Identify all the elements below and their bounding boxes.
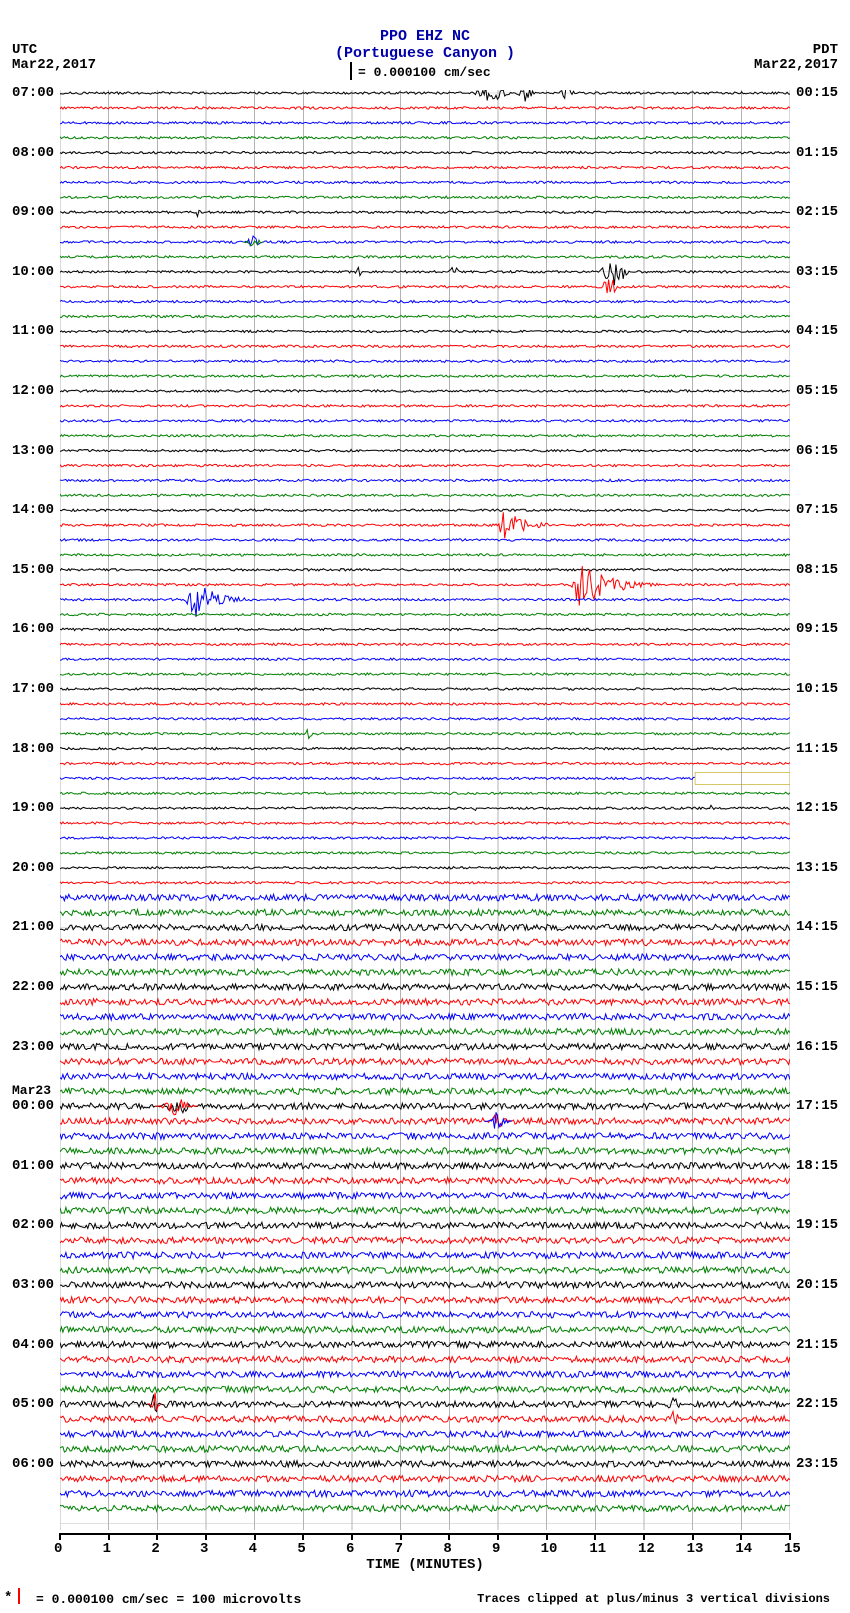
time-label: 20:00 bbox=[12, 860, 54, 876]
left-date: Mar22,2017 bbox=[12, 57, 96, 73]
time-label: 07:00 bbox=[12, 85, 54, 101]
time-label: 19:15 bbox=[796, 1217, 838, 1233]
time-label: 17:00 bbox=[12, 681, 54, 697]
x-tick-label: 13 bbox=[687, 1541, 704, 1557]
time-label: 21:15 bbox=[796, 1337, 838, 1353]
x-tick-label: 15 bbox=[784, 1541, 801, 1557]
time-label: 00:00 bbox=[12, 1098, 54, 1114]
time-label: 16:00 bbox=[12, 621, 54, 637]
time-label: 09:15 bbox=[796, 621, 838, 637]
left-tz: UTC bbox=[12, 42, 37, 58]
x-tick-label: 8 bbox=[443, 1541, 451, 1557]
x-axis-label: TIME (MINUTES) bbox=[366, 1557, 484, 1573]
x-tick-label: 12 bbox=[638, 1541, 655, 1557]
time-label: 23:15 bbox=[796, 1456, 838, 1472]
time-label: 22:15 bbox=[796, 1396, 838, 1412]
time-label: 11:00 bbox=[12, 323, 54, 339]
time-label: 06:15 bbox=[796, 443, 838, 459]
time-label: 01:00 bbox=[12, 1158, 54, 1174]
time-label: Mar23 bbox=[12, 1083, 51, 1098]
time-label: 17:15 bbox=[796, 1098, 838, 1114]
time-label: 03:15 bbox=[796, 264, 838, 280]
time-label: 06:00 bbox=[12, 1456, 54, 1472]
footer-scale-bar-icon bbox=[18, 1588, 20, 1604]
scale-bar-icon bbox=[350, 62, 352, 80]
x-tick-label: 6 bbox=[346, 1541, 354, 1557]
time-label: 08:00 bbox=[12, 145, 54, 161]
time-label: 16:15 bbox=[796, 1039, 838, 1055]
time-label: 09:00 bbox=[12, 204, 54, 220]
time-label: 13:15 bbox=[796, 860, 838, 876]
time-label: 08:15 bbox=[796, 562, 838, 578]
time-label: 10:15 bbox=[796, 681, 838, 697]
time-label: 12:00 bbox=[12, 383, 54, 399]
station-code: PPO EHZ NC bbox=[380, 28, 470, 45]
time-label: 12:15 bbox=[796, 800, 838, 816]
time-label: 20:15 bbox=[796, 1277, 838, 1293]
time-label: 01:15 bbox=[796, 145, 838, 161]
time-label: 15:15 bbox=[796, 979, 838, 995]
right-tz: PDT bbox=[813, 42, 838, 58]
x-tick-label: 0 bbox=[54, 1541, 62, 1557]
right-date: Mar22,2017 bbox=[754, 57, 838, 73]
time-label: 15:00 bbox=[12, 562, 54, 578]
time-label: 14:15 bbox=[796, 919, 838, 935]
x-tick-label: 1 bbox=[103, 1541, 111, 1557]
time-label: 19:00 bbox=[12, 800, 54, 816]
time-label: 02:00 bbox=[12, 1217, 54, 1233]
scale-text: = 0.000100 cm/sec bbox=[358, 65, 491, 80]
footer-scale-star: * bbox=[4, 1590, 12, 1606]
x-tick-label: 7 bbox=[395, 1541, 403, 1557]
x-tick-label: 11 bbox=[589, 1541, 606, 1557]
time-label: 13:00 bbox=[12, 443, 54, 459]
x-tick-label: 9 bbox=[492, 1541, 500, 1557]
x-tick-label: 14 bbox=[735, 1541, 752, 1557]
time-label: 22:00 bbox=[12, 979, 54, 995]
x-axis-line bbox=[60, 1533, 790, 1535]
x-tick-label: 3 bbox=[200, 1541, 208, 1557]
time-label: 04:15 bbox=[796, 323, 838, 339]
seismogram-page: PPO EHZ NC (Portuguese Canyon ) UTC Mar2… bbox=[0, 0, 850, 1613]
time-label: 21:00 bbox=[12, 919, 54, 935]
footer-scale: = 0.000100 cm/sec = 100 microvolts bbox=[36, 1592, 301, 1607]
x-tick-label: 5 bbox=[297, 1541, 305, 1557]
time-label: 05:00 bbox=[12, 1396, 54, 1412]
x-tick-label: 10 bbox=[541, 1541, 558, 1557]
time-label: 00:15 bbox=[796, 85, 838, 101]
time-label: 18:15 bbox=[796, 1158, 838, 1174]
time-label: 07:15 bbox=[796, 502, 838, 518]
x-tick-label: 2 bbox=[151, 1541, 159, 1557]
time-label: 03:00 bbox=[12, 1277, 54, 1293]
helicorder-plot bbox=[60, 90, 790, 1530]
time-label: 04:00 bbox=[12, 1337, 54, 1353]
time-label: 23:00 bbox=[12, 1039, 54, 1055]
time-label: 02:15 bbox=[796, 204, 838, 220]
time-label: 18:00 bbox=[12, 741, 54, 757]
time-label: 05:15 bbox=[796, 383, 838, 399]
footer-clip: Traces clipped at plus/minus 3 vertical … bbox=[477, 1592, 830, 1606]
station-location: (Portuguese Canyon ) bbox=[335, 45, 515, 62]
time-label: 10:00 bbox=[12, 264, 54, 280]
x-tick-label: 4 bbox=[249, 1541, 257, 1557]
time-label: 11:15 bbox=[796, 741, 838, 757]
time-label: 14:00 bbox=[12, 502, 54, 518]
